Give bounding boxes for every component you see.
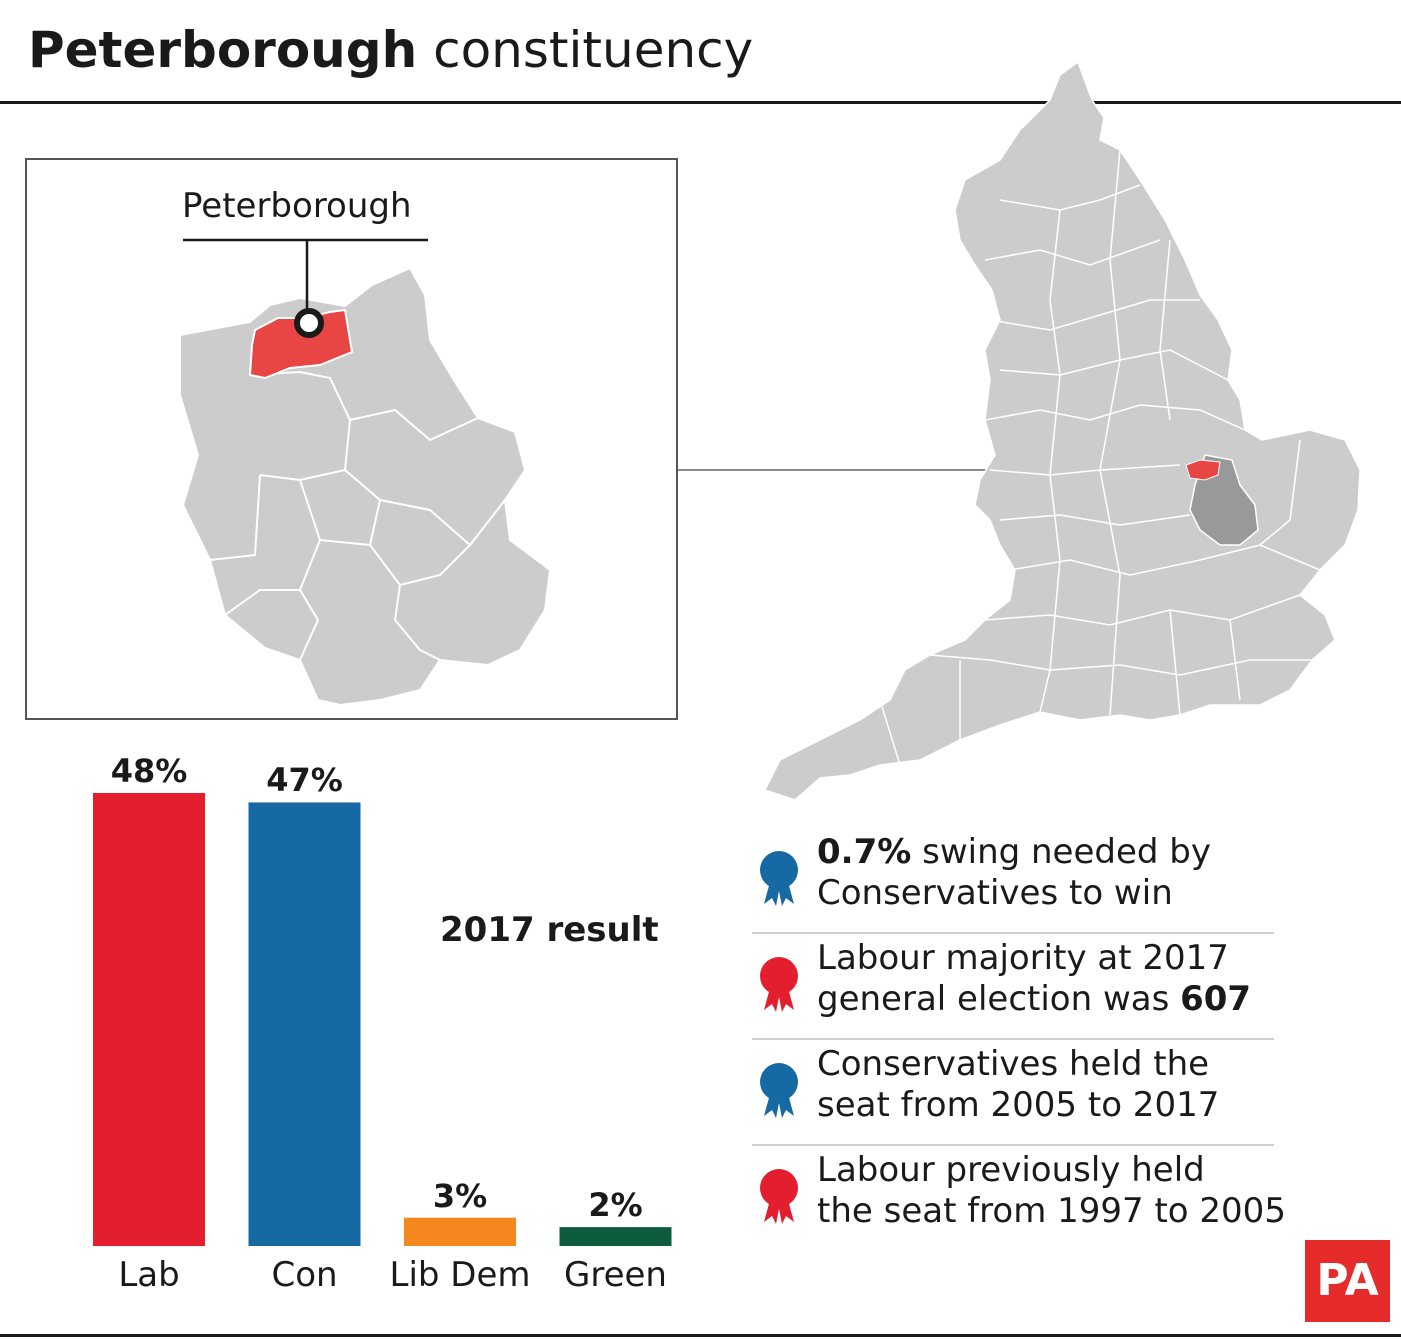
fact-item: Labour previously held the seat from 199… <box>752 1146 1286 1250</box>
page-title: Peterborough constituency <box>28 18 753 82</box>
fact-line1: Labour majority at 2017 <box>817 938 1229 978</box>
fact-line2: the seat from 1997 to 2005 <box>817 1191 1286 1231</box>
fact-line2: general election was <box>817 979 1181 1019</box>
title-rest: constituency <box>433 21 754 79</box>
cambridgeshire-map <box>179 266 552 707</box>
bar-value-label: 3% <box>432 1176 488 1215</box>
bottom-rule <box>0 1334 1401 1337</box>
fact-bold-value: 607 <box>1180 979 1252 1019</box>
fact-item: Labour majority at 2017 general election… <box>752 934 1274 1040</box>
bar-value-label: 2% <box>588 1186 643 1225</box>
inset-callout-label: Peterborough <box>182 186 412 226</box>
bar-con <box>248 802 361 1246</box>
top-rule <box>0 101 1401 104</box>
fact-text: Labour majority at 2017 general election… <box>817 938 1251 1020</box>
category-label: Lab <box>118 1255 180 1295</box>
blue-rosette-icon <box>760 851 798 906</box>
bar-lab <box>93 793 205 1246</box>
england-outline <box>763 60 1361 801</box>
fact-bold-value: 0.7% <box>817 832 912 872</box>
pa-logo: PA <box>1305 1240 1390 1322</box>
bar-value-label: 47% <box>266 761 343 800</box>
fact-line1: Labour previously held <box>817 1150 1205 1190</box>
fact-line2: seat from 2005 to 2017 <box>817 1085 1220 1125</box>
category-label: Lib Dem <box>389 1255 531 1295</box>
fact-item: Conservatives held the seat from 2005 to… <box>752 1040 1274 1146</box>
category-label: Con <box>271 1255 338 1295</box>
peterborough-highlight <box>1185 459 1221 481</box>
facts-list: 0.7% swing needed by Conservatives to wi… <box>752 828 1286 1250</box>
bar-lib-dem <box>404 1217 516 1246</box>
fact-text: Conservatives held the seat from 2005 to… <box>817 1044 1219 1126</box>
location-marker-icon <box>294 308 324 338</box>
blue-rosette-icon <box>760 1063 798 1118</box>
fact-item: 0.7% swing needed by Conservatives to wi… <box>752 828 1274 934</box>
title-bold: Peterborough <box>28 21 418 79</box>
red-rosette-icon <box>760 957 798 1012</box>
bar-value-label: 48% <box>110 752 188 790</box>
fact-line2: Conservatives to win <box>817 873 1173 913</box>
red-rosette-icon <box>760 1169 798 1224</box>
fact-line1: Conservatives held the <box>817 1044 1210 1084</box>
fact-line1: swing needed by <box>911 832 1211 872</box>
fact-text: 0.7% swing needed by Conservatives to wi… <box>817 832 1211 914</box>
england-map <box>763 60 1361 801</box>
chart-title: 2017 result <box>440 910 659 950</box>
category-label: Green <box>564 1255 667 1295</box>
bar-green <box>559 1227 672 1246</box>
fact-text: Labour previously held the seat from 199… <box>817 1150 1286 1232</box>
